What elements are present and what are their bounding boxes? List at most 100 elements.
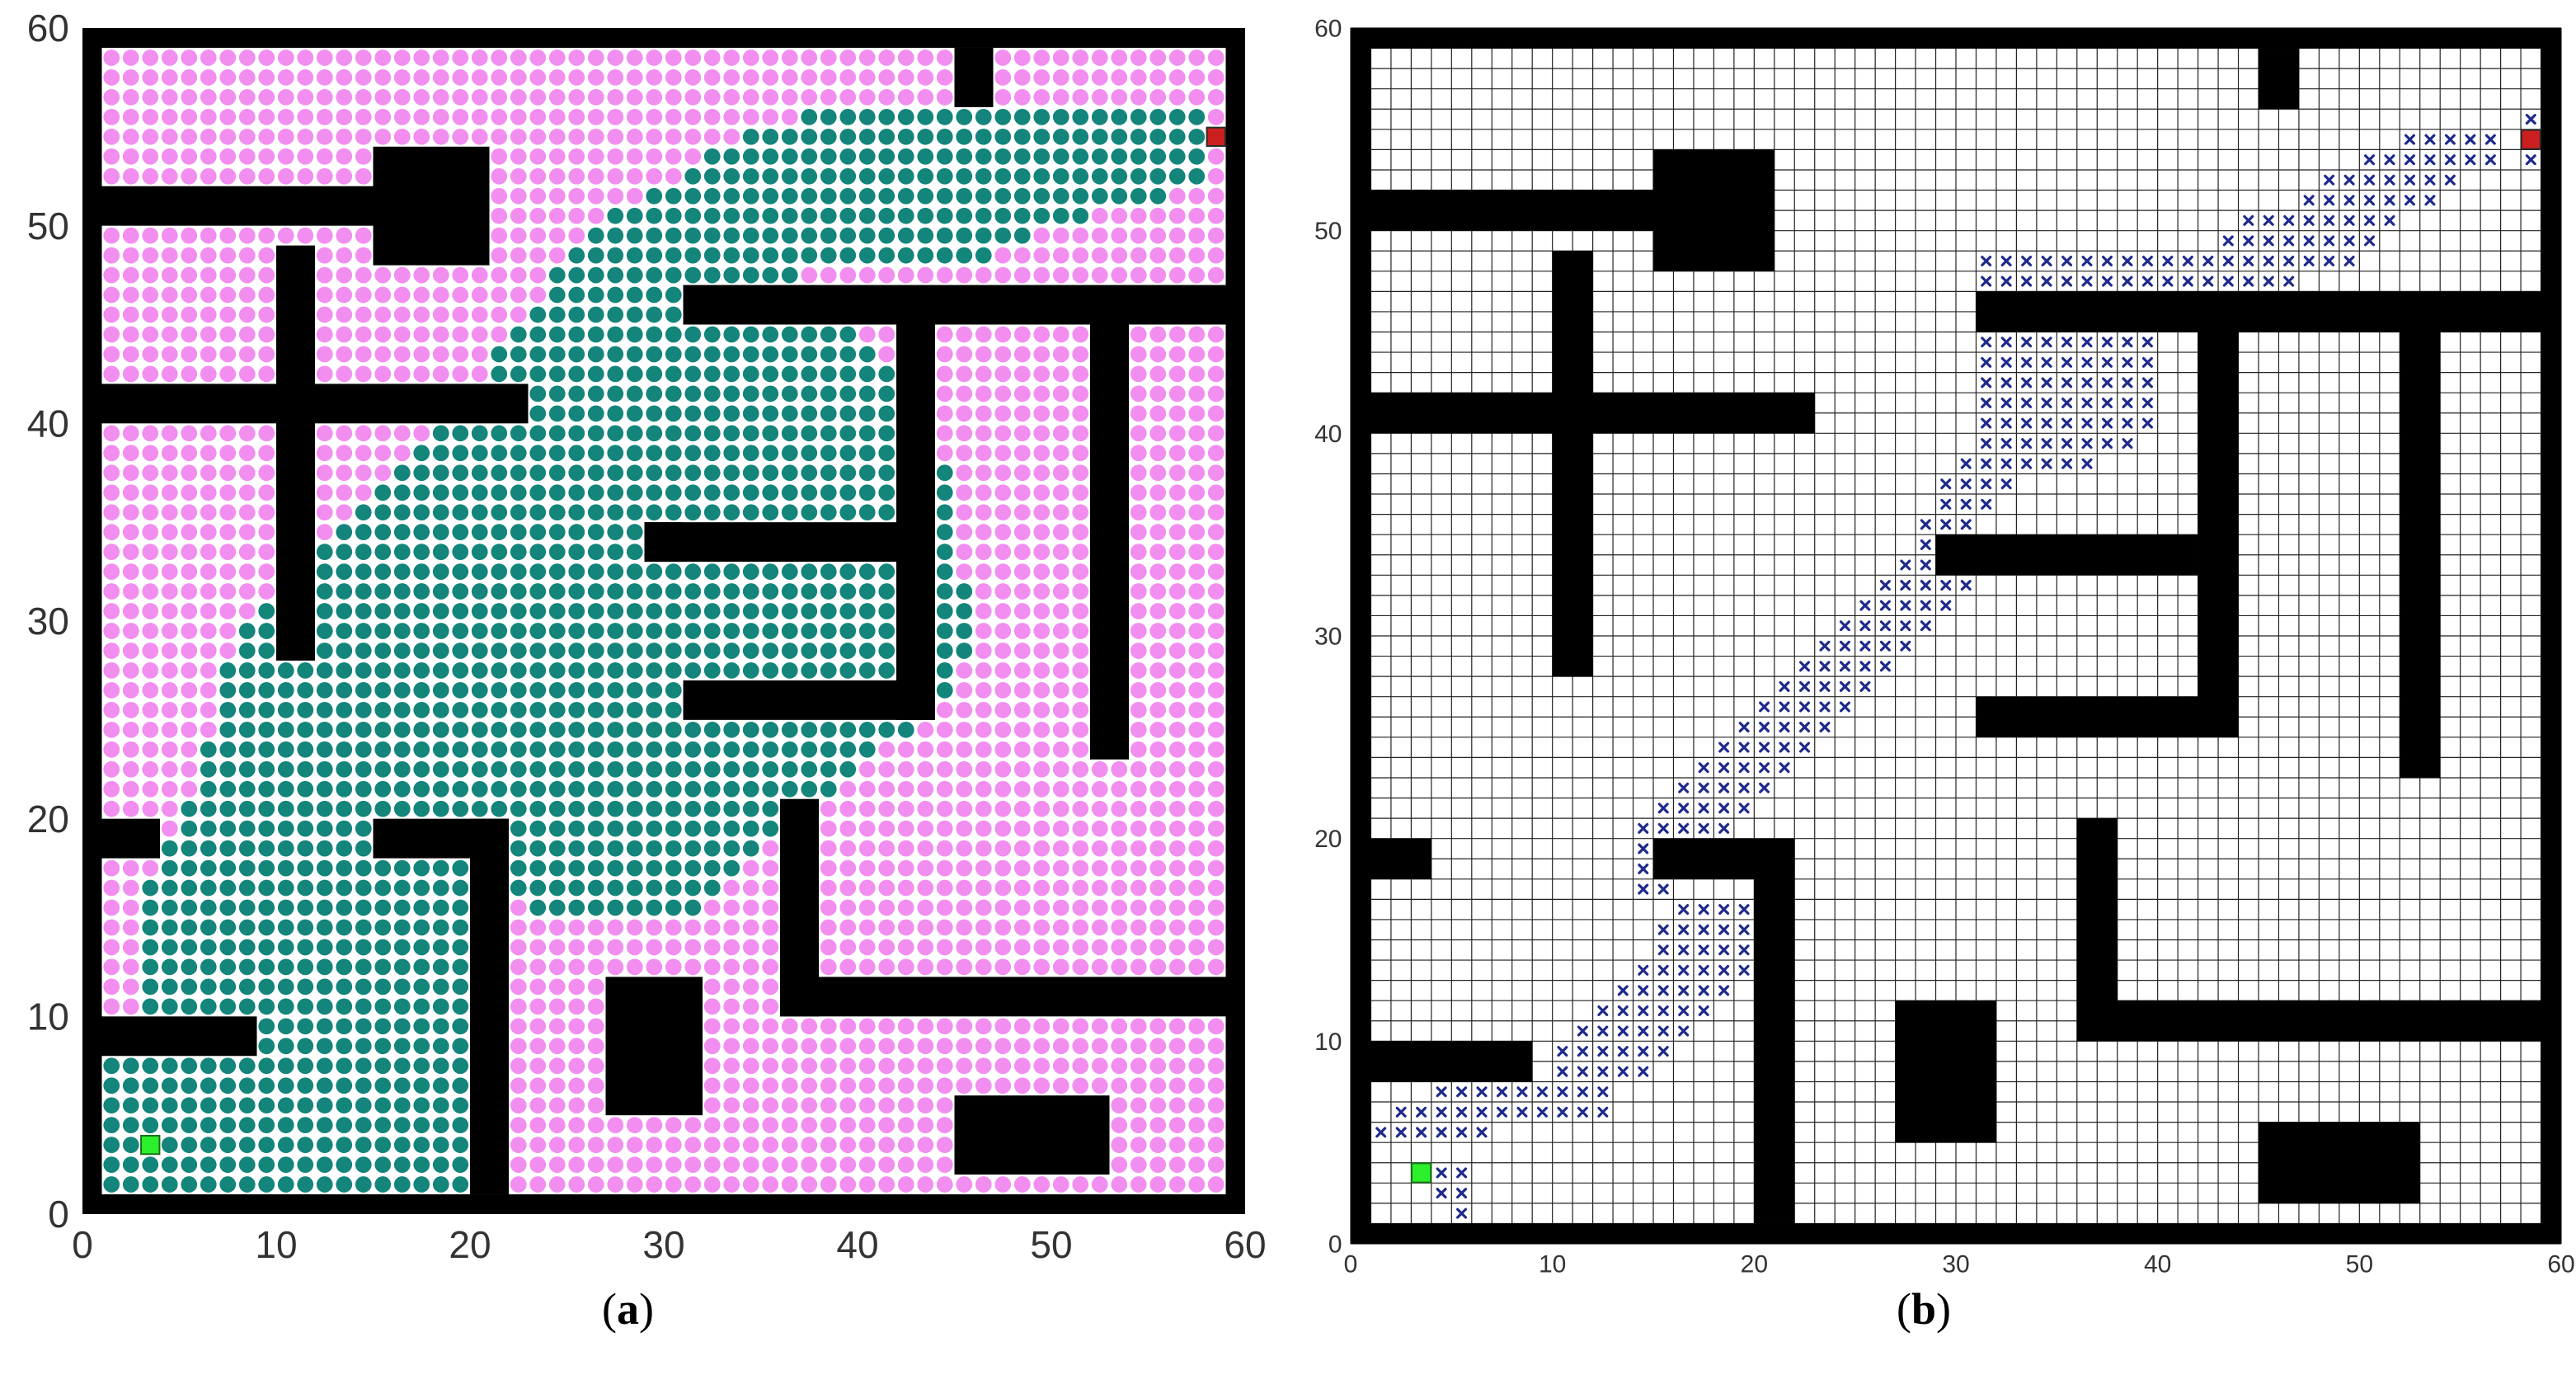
path-marker — [1839, 640, 1850, 652]
path-marker — [1960, 519, 1972, 530]
path-marker — [1900, 580, 1911, 591]
path-marker — [2061, 397, 2073, 408]
path-marker — [2122, 377, 2133, 388]
x-tick-label: 10 — [1539, 1251, 1566, 1278]
path-marker — [2243, 275, 2254, 287]
path-marker — [1920, 519, 1931, 530]
path-marker — [1638, 1025, 1649, 1037]
path-marker — [1375, 1127, 1387, 1138]
y-tick-label: 60 — [1314, 16, 1342, 43]
path-marker — [2343, 256, 2355, 267]
y-tick-label: 40 — [1314, 421, 1342, 448]
path-marker — [1940, 498, 1952, 510]
path-marker — [1678, 904, 1690, 916]
path-marker — [2222, 256, 2234, 267]
path-marker — [1698, 782, 1709, 793]
x-tick-label: 30 — [1942, 1251, 1969, 1278]
path-marker — [1456, 1106, 1468, 1118]
path-marker — [2364, 214, 2376, 226]
path-marker — [1759, 722, 1770, 733]
path-marker — [1981, 337, 1992, 348]
obstacle — [2400, 332, 2441, 778]
path-marker — [2222, 235, 2234, 247]
path-marker — [1900, 559, 1911, 571]
path-marker — [2061, 458, 2073, 469]
obstacle — [1935, 534, 1977, 576]
path-marker — [1799, 741, 1810, 753]
obstacle — [1090, 324, 1129, 760]
path-marker — [1638, 1046, 1649, 1057]
path-marker — [1678, 1025, 1690, 1037]
x-tick-label: 40 — [2144, 1251, 2171, 1278]
x-tick-label: 50 — [1030, 1223, 1072, 1266]
obstacle — [1351, 28, 1371, 1244]
y-tick-label: 50 — [1314, 218, 1342, 245]
path-marker — [2000, 458, 2012, 469]
path-marker — [1940, 519, 1952, 530]
path-marker — [1657, 964, 1669, 976]
path-marker — [2283, 275, 2295, 287]
y-tick-label: 30 — [1314, 624, 1342, 651]
path-marker — [1718, 762, 1730, 774]
path-marker — [1819, 680, 1831, 692]
path-marker — [2222, 275, 2234, 287]
obstacle — [101, 186, 374, 226]
path-marker — [1819, 701, 1831, 713]
obstacles — [1351, 28, 2561, 1244]
path-marker — [2041, 397, 2052, 408]
path-marker — [2122, 356, 2133, 368]
obstacle — [605, 977, 703, 1116]
path-marker — [1436, 1127, 1447, 1138]
path-marker — [1839, 701, 1850, 713]
path-marker — [1436, 1106, 1447, 1118]
path-marker — [1839, 661, 1850, 672]
path-marker — [2364, 174, 2376, 186]
x-tick-label: 0 — [72, 1223, 93, 1266]
path-marker — [1900, 620, 1911, 632]
path-marker — [2141, 377, 2153, 388]
path-marker — [1779, 762, 1790, 774]
obstacle — [644, 522, 684, 563]
path-marker — [1597, 1025, 1609, 1037]
path-marker — [1981, 458, 1992, 469]
path-marker — [1981, 478, 1992, 490]
path-marker — [2061, 275, 2073, 287]
path-marker — [1638, 1066, 1649, 1077]
caption-a: (a) — [602, 1284, 654, 1334]
path-marker — [1657, 944, 1669, 956]
obstacle — [373, 146, 490, 266]
path-marker — [1657, 924, 1669, 935]
obstacle — [1370, 393, 1815, 434]
path-marker — [1981, 397, 1992, 408]
obstacle — [1351, 28, 2561, 49]
path-marker — [1395, 1127, 1407, 1138]
path-marker — [2283, 235, 2295, 247]
x-tick-label: 20 — [449, 1223, 491, 1266]
path-marker — [1738, 782, 1750, 793]
path-marker — [1698, 1005, 1709, 1016]
path-marker — [2404, 154, 2415, 166]
path-marker — [1779, 701, 1790, 713]
path-marker — [2384, 214, 2395, 226]
path-marker — [2041, 377, 2052, 388]
path-marker — [2122, 438, 2133, 450]
path-marker — [1638, 843, 1649, 854]
path-marker — [1920, 580, 1931, 591]
path-marker — [1759, 762, 1770, 774]
path-marker — [2484, 154, 2496, 166]
path-marker — [1738, 924, 1750, 935]
path-marker — [1436, 1167, 1447, 1179]
path-marker — [2000, 397, 2012, 408]
path-marker — [2465, 134, 2476, 145]
path-marker — [2021, 438, 2033, 450]
obstacle — [470, 818, 509, 1195]
obstacle — [896, 324, 935, 720]
obstacle — [101, 1016, 257, 1057]
path-marker — [2182, 256, 2193, 267]
obstacle — [2076, 1000, 2541, 1042]
path-marker — [2263, 275, 2274, 287]
path-marker — [1799, 661, 1810, 672]
path-marker — [1718, 741, 1730, 753]
goal-marker — [2520, 129, 2541, 150]
path-marker — [1497, 1106, 1507, 1118]
